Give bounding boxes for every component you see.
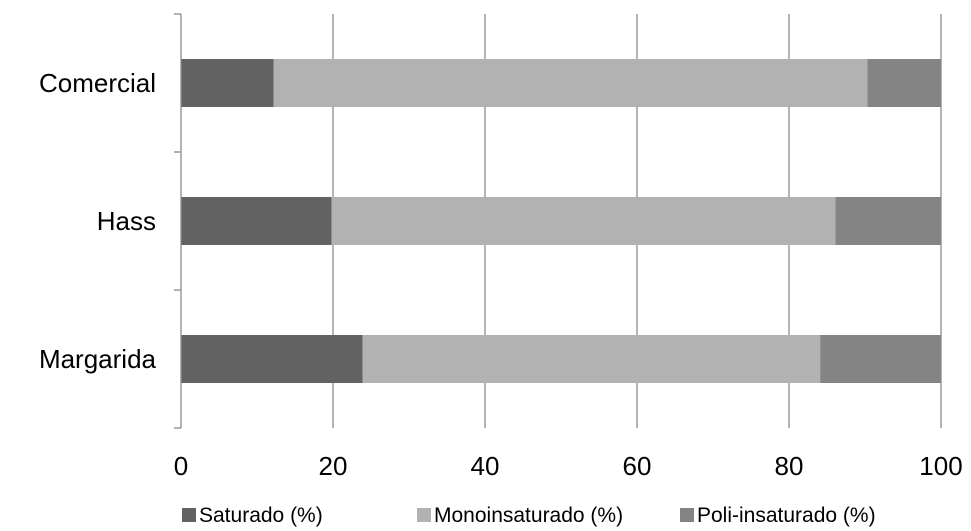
legend-swatch [182, 508, 196, 522]
bar-segment [820, 335, 941, 383]
bar-segment [331, 197, 836, 245]
labels-layer: Comercial Hass Margarida 0 20 40 60 80 100 [39, 68, 963, 481]
legend: Saturado (%) Monoinsaturado (%) Poli-insat… [182, 504, 876, 527]
category-label: Comercial [39, 68, 156, 98]
legend-label: Poli-insaturado (%) [697, 504, 876, 527]
bar-segment [181, 197, 332, 245]
x-tick-label: 80 [775, 451, 804, 481]
bar-segment [181, 335, 363, 383]
bar-segment [181, 59, 274, 107]
legend-label: Saturado (%) [199, 504, 323, 527]
bar-segment [867, 59, 941, 107]
bar-segment [362, 335, 821, 383]
legend-swatch [417, 508, 431, 522]
category-label: Margarida [39, 344, 157, 374]
bars-layer [181, 59, 941, 383]
x-tick-label: 100 [919, 451, 962, 481]
bar-segment [273, 59, 868, 107]
x-tick-label: 60 [623, 451, 652, 481]
bar-segment [835, 197, 941, 245]
legend-swatch [680, 508, 694, 522]
axis-layer [174, 13, 182, 429]
x-tick-label: 40 [471, 451, 500, 481]
category-label: Hass [97, 206, 156, 236]
legend-label: Monoinsaturado (%) [434, 504, 623, 527]
x-tick-label: 0 [174, 451, 188, 481]
x-tick-label: 20 [319, 451, 348, 481]
